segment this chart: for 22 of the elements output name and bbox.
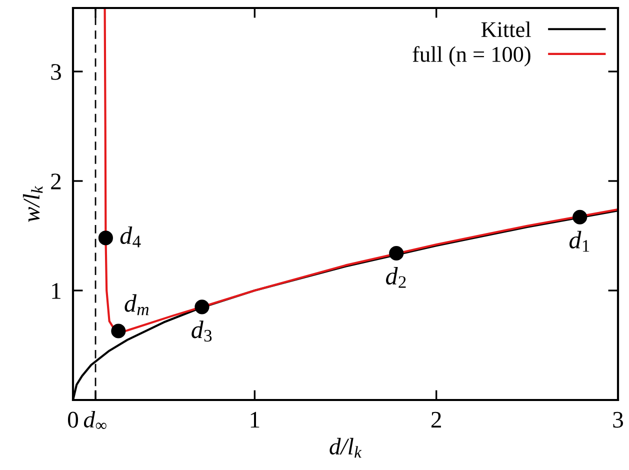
point bbox=[111, 324, 126, 338]
y-axis-title: w/l$_{k}$ bbox=[22, 186, 43, 222]
x-axis-title: d/l$_{k}$ bbox=[330, 438, 362, 458]
y-tick-label: 2 bbox=[51, 174, 61, 190]
point bbox=[194, 300, 210, 314]
point bbox=[98, 230, 113, 246]
point bbox=[572, 210, 588, 224]
x-tick-label: 3 bbox=[613, 412, 623, 428]
y-tick-label: 3 bbox=[51, 64, 61, 80]
annotation: d$_{1}$ bbox=[569, 230, 590, 252]
x-tick-label: 1 bbox=[250, 412, 260, 428]
x-tick-label: d$_{∞}$ bbox=[84, 410, 106, 429]
annotation: d$_{4}$ bbox=[120, 226, 141, 248]
point bbox=[389, 246, 404, 261]
legend-label: full (n = 100) bbox=[412, 46, 530, 66]
annotation: d$_{3}$ bbox=[192, 320, 212, 342]
legend-label: Kittel bbox=[481, 21, 531, 38]
annotation: d$_{m}$ bbox=[124, 294, 149, 316]
x-tick-label: 2 bbox=[431, 412, 441, 428]
y-tick-label: 1 bbox=[52, 283, 60, 299]
annotation: d$_{2}$ bbox=[386, 267, 406, 288]
x-tick-label: 0 bbox=[68, 412, 78, 428]
